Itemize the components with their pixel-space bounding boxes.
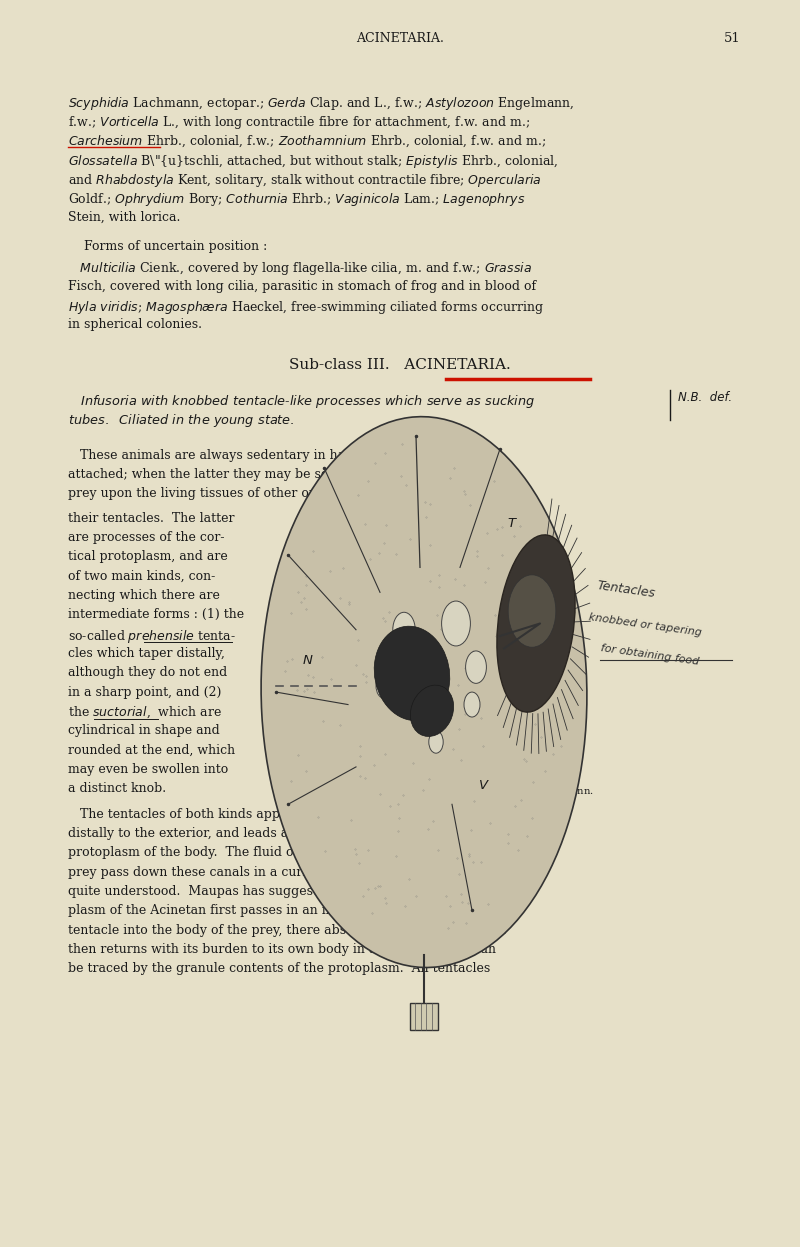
Text: in spherical colonies.: in spherical colonies. bbox=[68, 318, 202, 332]
Text: of two main kinds, con-: of two main kinds, con- bbox=[68, 570, 215, 582]
Circle shape bbox=[442, 601, 470, 646]
Ellipse shape bbox=[374, 626, 450, 721]
Text: $\it{Hyla\ viridis}$; $\it{Magosph\ae ra}$ Haeckel, free-swimming ciliated forms: $\it{Hyla\ viridis}$; $\it{Magosph\ae ra… bbox=[68, 299, 544, 315]
Text: distally to the exterior, and leads at the other end into the central: distally to the exterior, and leads at t… bbox=[68, 827, 485, 840]
Text: 51: 51 bbox=[724, 32, 741, 45]
Circle shape bbox=[464, 692, 480, 717]
Text: rounded at the end, which: rounded at the end, which bbox=[68, 743, 235, 757]
Text: a distinct knob.: a distinct knob. bbox=[68, 782, 166, 796]
Text: be traced by the granule contents of the protoplasm.  All tentacles: be traced by the granule contents of the… bbox=[68, 963, 490, 975]
Text: although they do not end: although they do not end bbox=[68, 666, 227, 680]
Text: $\it{Scyphidia}$ Lachmann, ectopar.; $\it{Gerda}$ Clap. and L., f.w.; $\it{Astyl: $\it{Scyphidia}$ Lachmann, ectopar.; $\i… bbox=[68, 95, 574, 112]
FancyBboxPatch shape bbox=[410, 1003, 438, 1030]
Text: $\it{tubes.\ \ Ciliated\ in\ the\ young\ state.}$: $\it{tubes.\ \ Ciliated\ in\ the\ young\… bbox=[68, 412, 294, 429]
Text: These animals are always sedentary in habit, and either free or: These animals are always sedentary in ha… bbox=[68, 449, 482, 461]
Text: $\it{N}$: $\it{N}$ bbox=[302, 655, 314, 667]
Text: $\mathbf{Fig.\ 43.}$$-$$\it{Acineta\ ferrumequinum}$ Ehrb., sucking the: $\mathbf{Fig.\ 43.}$$-$$\it{Acineta\ fer… bbox=[292, 766, 563, 779]
Text: then returns with its burden to its own body in a current which can: then returns with its burden to its own … bbox=[68, 943, 496, 956]
Circle shape bbox=[466, 651, 486, 683]
Text: quite understood.  Maupas has suggested that the transparent ecto-: quite understood. Maupas has suggested t… bbox=[68, 885, 502, 898]
Text: tentacle into the body of the prey, there absorbs the protoplasm, and: tentacle into the body of the prey, ther… bbox=[68, 924, 506, 936]
Text: attached; when the latter they may be sessile or stalked.  They: attached; when the latter they may be se… bbox=[68, 468, 466, 481]
Text: Tentacles: Tentacles bbox=[596, 580, 656, 600]
Text: $\it{T}$: $\it{T}$ bbox=[506, 518, 518, 530]
Text: Goldf.; $\it{Ophrydium}$ Bory; $\it{Cothurnia}$ Ehrb.; $\it{Vaginicola}$ Lam.; $: Goldf.; $\it{Ophrydium}$ Bory; $\it{Coth… bbox=[68, 191, 526, 208]
Text: so-called $\it{prehensile}$ tenta-: so-called $\it{prehensile}$ tenta- bbox=[68, 627, 236, 645]
Text: knobbed or tapering: knobbed or tapering bbox=[588, 612, 702, 637]
Ellipse shape bbox=[497, 535, 575, 712]
Text: $\it{V}$: $\it{V}$ bbox=[478, 779, 490, 792]
Text: prey pass down these canals in a current, the cause of which is not: prey pass down these canals in a current… bbox=[68, 865, 494, 879]
Text: f.w.; $\it{Vorticella}$ L., with long contractile fibre for attachment, f.w. and: f.w.; $\it{Vorticella}$ L., with long co… bbox=[68, 113, 530, 131]
Text: intermediate forms : (1) the: intermediate forms : (1) the bbox=[68, 609, 244, 621]
Text: prey upon the living tissues of other organisms by means of: prey upon the living tissues of other or… bbox=[68, 488, 447, 500]
Text: in a sharp point, and (2): in a sharp point, and (2) bbox=[68, 686, 222, 698]
Text: Fisch, covered with long cilia, parasitic in stomach of frog and in blood of: Fisch, covered with long cilia, parasiti… bbox=[68, 279, 536, 293]
Text: may even be swollen into: may even be swollen into bbox=[68, 763, 228, 776]
Text: The tentacles of both kinds appear to contain a canal which opens: The tentacles of both kinds appear to co… bbox=[68, 808, 501, 821]
Circle shape bbox=[393, 612, 415, 647]
Ellipse shape bbox=[261, 416, 587, 968]
Text: N.B.  def.: N.B. def. bbox=[678, 392, 733, 404]
Text: $\it{Carchesium}$ Ehrb., colonial, f.w.; $\it{Zoothamnium}$ Ehrb., colonial, f.w: $\it{Carchesium}$ Ehrb., colonial, f.w.;… bbox=[68, 133, 546, 148]
Text: Forms of uncertain position :: Forms of uncertain position : bbox=[84, 239, 267, 253]
Text: $\it{Glossatella}$ B\"{u}tschli, attached, but without stalk; $\it{Epistylis}$ E: $\it{Glossatella}$ B\"{u}tschli, attache… bbox=[68, 152, 558, 170]
Text: $\it{Infusoria\ with\ knobbed\ tentacle}$-$\it{like\ processes\ which\ serve\ as: $\it{Infusoria\ with\ knobbed\ tentacle}… bbox=[68, 393, 535, 409]
Text: cles which taper distally,: cles which taper distally, bbox=[68, 647, 225, 660]
Text: necting which there are: necting which there are bbox=[68, 589, 220, 602]
Text: Stein, with lorica.: Stein, with lorica. bbox=[68, 211, 180, 223]
Text: body of a small infusorian ($\it{Enchelys}$), after Lachmann.: body of a small infusorian ($\it{Enchely… bbox=[316, 784, 594, 798]
Text: for obtaining food: for obtaining food bbox=[600, 643, 700, 667]
Text: and $\it{Rhabdostyla}$ Kent, solitary, stalk without contractile fibre; $\it{Ope: and $\it{Rhabdostyla}$ Kent, solitary, s… bbox=[68, 172, 542, 190]
Ellipse shape bbox=[508, 575, 556, 647]
Text: $\it{T}$ suctorial tentacle ; $\it{V}$ vacuole ; $\it{N}$ nucleus.: $\it{T}$ suctorial tentacle ; $\it{V}$ v… bbox=[292, 802, 512, 816]
Text: Sub-class III.   ACINETARIA.: Sub-class III. ACINETARIA. bbox=[289, 358, 511, 372]
Text: their tentacles.  The latter: their tentacles. The latter bbox=[68, 511, 234, 525]
Text: ACINETARIA.: ACINETARIA. bbox=[356, 32, 444, 45]
Text: cylindrical in shape and: cylindrical in shape and bbox=[68, 725, 220, 737]
Circle shape bbox=[376, 673, 392, 698]
Text: the $\it{suctorial}$,  which are: the $\it{suctorial}$, which are bbox=[68, 705, 222, 721]
Text: protoplasm of the body.  The fluid or semi-fluid contents of their: protoplasm of the body. The fluid or sem… bbox=[68, 847, 474, 859]
Text: plasm of the Acinetan first passes in an invisible current by the: plasm of the Acinetan first passes in an… bbox=[68, 904, 470, 918]
Text: are processes of the cor-: are processes of the cor- bbox=[68, 531, 225, 544]
Circle shape bbox=[429, 731, 443, 753]
Text: tical protoplasm, and are: tical protoplasm, and are bbox=[68, 550, 228, 564]
Text: $\it{Multicilia}$ Cienk., covered by long flagella-like cilia, m. and f.w.; $\it: $\it{Multicilia}$ Cienk., covered by lon… bbox=[68, 261, 532, 277]
Ellipse shape bbox=[410, 685, 454, 737]
